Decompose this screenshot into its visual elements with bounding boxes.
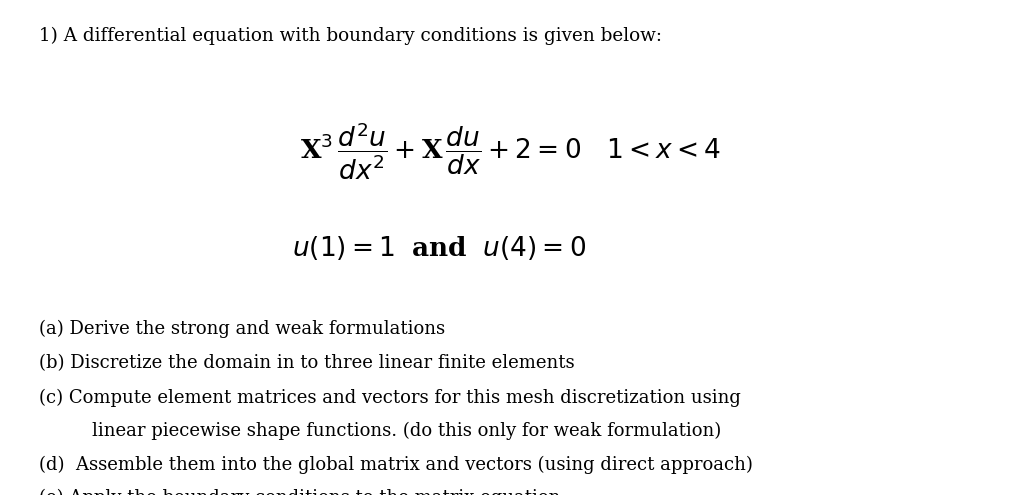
Text: (c) Compute element matrices and vectors for this mesh discretization using: (c) Compute element matrices and vectors… [39, 389, 740, 407]
Text: linear piecewise shape functions. (do this only for weak formulation): linear piecewise shape functions. (do th… [92, 422, 721, 440]
Text: (b) Discretize the domain in to three linear finite elements: (b) Discretize the domain in to three li… [39, 354, 575, 372]
Text: (e) Apply the boundary conditions to the matrix equation.: (e) Apply the boundary conditions to the… [39, 489, 566, 495]
Text: 1) A differential equation with boundary conditions is given below:: 1) A differential equation with boundary… [39, 27, 662, 46]
Text: $\mathdefault{X}^3 \, \dfrac{d^2u}{dx^2} + \mathdefault{X} \, \dfrac{du}{dx} + 2: $\mathdefault{X}^3 \, \dfrac{d^2u}{dx^2}… [300, 120, 721, 182]
Text: (d)  Assemble them into the global matrix and vectors (using direct approach): (d) Assemble them into the global matrix… [39, 455, 752, 474]
Text: $u(1) = 1 \;$ and $\; u(4) = 0$: $u(1) = 1 \;$ and $\; u(4) = 0$ [292, 234, 586, 261]
Text: (a) Derive the strong and weak formulations: (a) Derive the strong and weak formulati… [39, 319, 445, 338]
